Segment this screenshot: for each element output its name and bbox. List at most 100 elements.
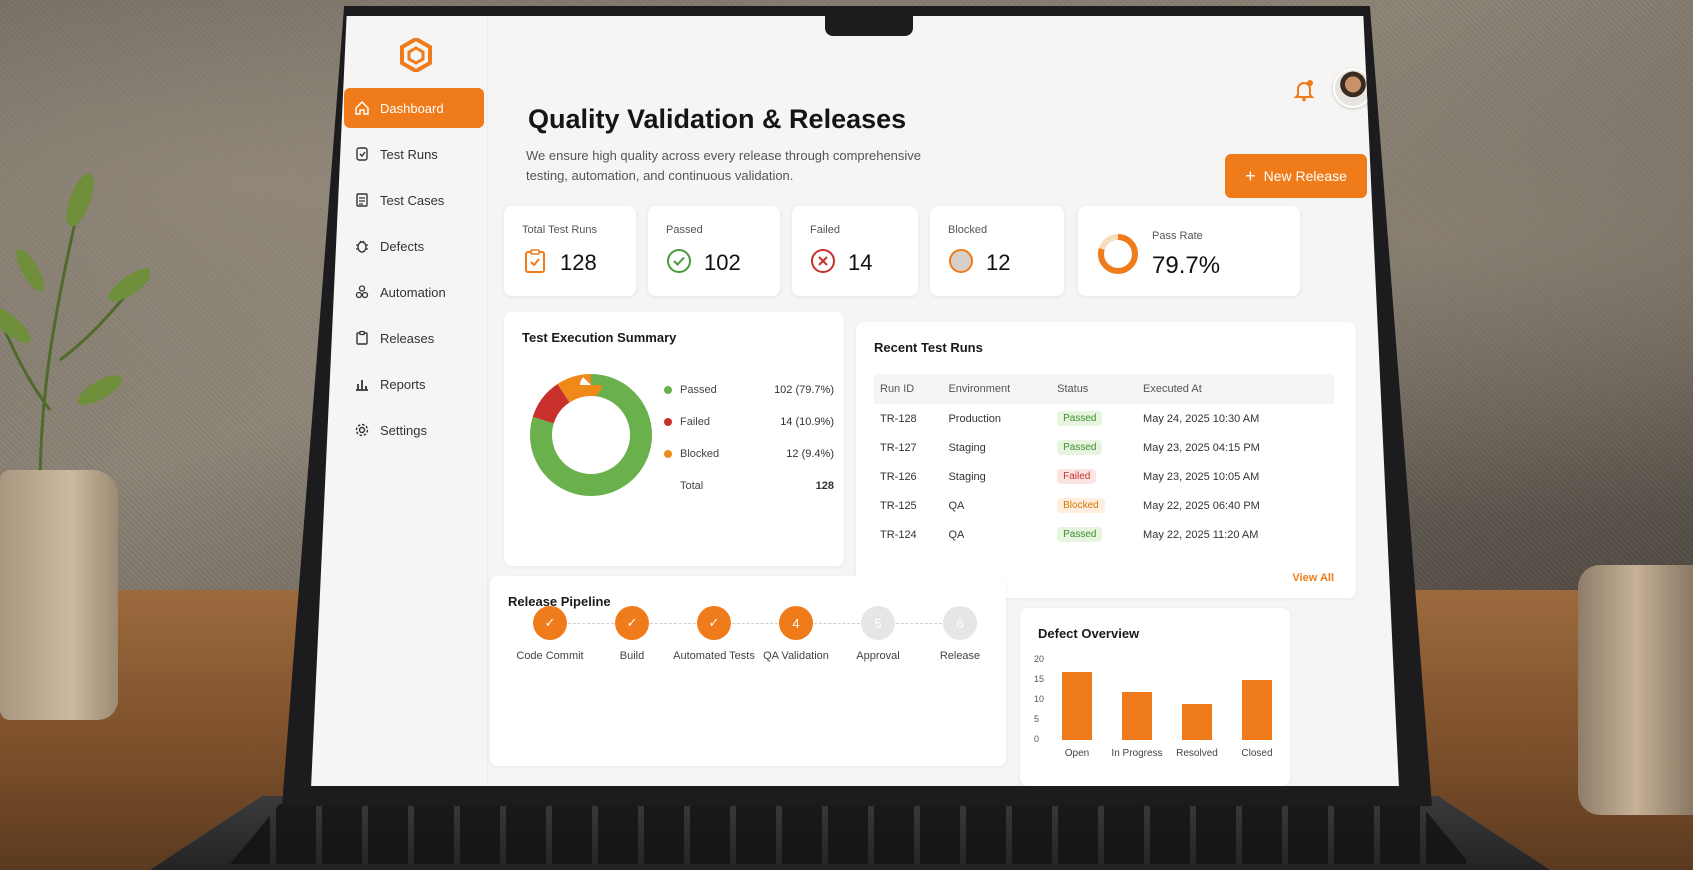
notification-bell-icon[interactable] <box>1293 78 1315 102</box>
sidebar-item-label: Automation <box>380 284 446 300</box>
panel-title: Defect Overview <box>1038 626 1140 641</box>
check-icon: ✓ <box>697 606 731 640</box>
status-badge: Passed <box>1057 527 1103 542</box>
status-badge: Blocked <box>1057 498 1105 513</box>
plant-pot <box>0 470 118 720</box>
pipeline-step[interactable]: 4 QA Validation <box>746 606 846 662</box>
stat-label: Pass Rate <box>1152 230 1203 242</box>
status-cell: Failed <box>1051 462 1137 491</box>
check-icon: ✓ <box>615 606 649 640</box>
legend-value: 102 (79.7%) <box>774 384 834 396</box>
stat-label: Blocked <box>948 224 988 236</box>
sidebar-item-defects[interactable]: Defects <box>344 226 484 266</box>
sidebar-item-label: Defects <box>380 238 425 254</box>
environment-cell: QA <box>948 499 965 512</box>
new-release-button[interactable]: + New Release <box>1225 154 1367 198</box>
pipeline-step-label: QA Validation <box>763 650 829 662</box>
clipboard-check-icon <box>525 249 545 273</box>
sidebar-item-dashboard[interactable]: Dashboard <box>344 88 484 128</box>
defect-bar-closed <box>1242 680 1272 740</box>
status-badge: Passed <box>1057 440 1103 455</box>
main-content: Quality Validation & Releases We ensure … <box>490 16 1380 786</box>
status-cell: Passed <box>1051 520 1137 549</box>
table-row[interactable]: TR-124 QA Passed May 22, 2025 11:20 AM <box>874 520 1334 549</box>
table-row[interactable]: TR-125 QA Blocked May 22, 2025 06:40 PM <box>874 491 1334 520</box>
execution-donut-chart <box>530 374 652 496</box>
laptop-screen: Dashboard Test Runs Test Cases Defects A… <box>311 16 1399 786</box>
stat-card-failed: Failed 14 <box>792 206 918 296</box>
defect-bar-open <box>1062 672 1092 740</box>
column-header: Environment <box>942 374 1052 404</box>
sidebar-item-automation[interactable]: Automation <box>344 272 484 312</box>
pipeline-step[interactable]: ✓ Build <box>582 606 682 662</box>
executed-at-cell: May 22, 2025 11:20 AM <box>1143 528 1259 541</box>
stat-card-passed: Passed 102 <box>648 206 780 296</box>
panel-title: Test Execution Summary <box>522 330 677 345</box>
environment-cell: Staging <box>948 441 986 454</box>
sidebar-item-label: Dashboard <box>380 100 444 116</box>
view-all-link[interactable]: View All <box>1292 572 1334 584</box>
legend-value: 12 (9.4%) <box>786 448 834 460</box>
plus-icon: + <box>1245 166 1256 186</box>
x-tick-label: Resolved <box>1176 748 1218 759</box>
legend-dot <box>664 418 672 426</box>
test-runs-icon <box>356 147 368 161</box>
run-id-cell: TR-128 <box>880 412 917 425</box>
pipeline-connector <box>650 623 696 624</box>
table-row[interactable]: TR-128 Production Passed May 24, 2025 10:30… <box>874 404 1334 433</box>
legend-value: 14 (10.9%) <box>780 416 834 428</box>
stat-value: 102 <box>704 250 741 275</box>
pipeline-step[interactable]: 5 Approval <box>828 606 928 662</box>
x-circle-icon <box>811 249 835 273</box>
user-avatar[interactable] <box>1333 68 1373 108</box>
status-cell: Blocked <box>1051 491 1137 520</box>
run-id-cell: TR-124 <box>880 528 917 541</box>
pipeline-step[interactable]: ✓ Automated Tests <box>664 606 764 662</box>
defect-bar-resolved <box>1182 704 1212 740</box>
legend-passed: Passed 102 (79.7%) <box>664 380 834 400</box>
legend-total: Total 128 <box>664 476 834 496</box>
legend-label: Passed <box>680 384 717 396</box>
pass-rate-arc <box>1098 234 1138 274</box>
table-row[interactable]: TR-127 Staging Passed May 23, 2025 04:15 PM <box>874 433 1334 462</box>
coffee-cup <box>1578 565 1693 815</box>
sidebar-item-label: Reports <box>380 376 426 392</box>
stat-label: Failed <box>810 224 840 236</box>
brand-logo-icon <box>400 38 432 72</box>
column-header: Status <box>1051 374 1138 404</box>
step-number: 6 <box>943 606 977 640</box>
status-badge: Passed <box>1057 411 1103 426</box>
sidebar-item-settings[interactable]: Settings <box>344 410 484 450</box>
column-header: Run ID <box>874 374 943 404</box>
defect-overview-panel: Defect Overview 20 15 10 5 0 Open In Progress R… <box>1020 608 1290 786</box>
sidebar: Dashboard Test Runs Test Cases Defects A… <box>338 16 488 786</box>
executed-at-cell: May 24, 2025 10:30 AM <box>1143 412 1260 425</box>
legend-label: Failed <box>680 416 710 428</box>
environment-cell: Production <box>948 412 1002 425</box>
run-id-cell: TR-126 <box>880 470 917 483</box>
y-tick-label: 5 <box>1034 714 1040 724</box>
sidebar-item-label: Test Cases <box>380 192 445 208</box>
table-row[interactable]: TR-126 Staging Failed May 23, 2025 10:05 AM <box>874 462 1334 491</box>
y-tick-label: 15 <box>1034 674 1045 684</box>
pipeline-step[interactable]: ✓ Code Commit <box>500 606 600 662</box>
sidebar-item-label: Settings <box>380 422 427 438</box>
pipeline-step-label: Approval <box>856 650 900 662</box>
x-tick-label: Open <box>1064 748 1090 759</box>
sidebar-item-test-runs[interactable]: Test Runs <box>344 134 484 174</box>
bug-icon <box>356 240 368 253</box>
legend-label: Blocked <box>680 448 720 460</box>
sidebar-item-label: Releases <box>380 330 435 346</box>
sidebar-item-test-cases[interactable]: Test Cases <box>344 180 484 220</box>
sidebar-item-reports[interactable]: Reports <box>344 364 484 404</box>
executed-at-cell: May 23, 2025 10:05 AM <box>1143 470 1260 483</box>
stat-value: 12 <box>986 250 1011 275</box>
pipeline-step[interactable]: 6 Release <box>910 606 1010 662</box>
stat-label: Passed <box>666 224 703 236</box>
y-tick-label: 20 <box>1034 654 1045 664</box>
sidebar-item-releases[interactable]: Releases <box>344 318 484 358</box>
status-cell: Passed <box>1051 433 1137 462</box>
home-icon <box>355 100 369 115</box>
stat-card-pass-rate: Pass Rate 79.7% <box>1078 206 1300 296</box>
ring-progress-icon <box>1098 234 1138 274</box>
